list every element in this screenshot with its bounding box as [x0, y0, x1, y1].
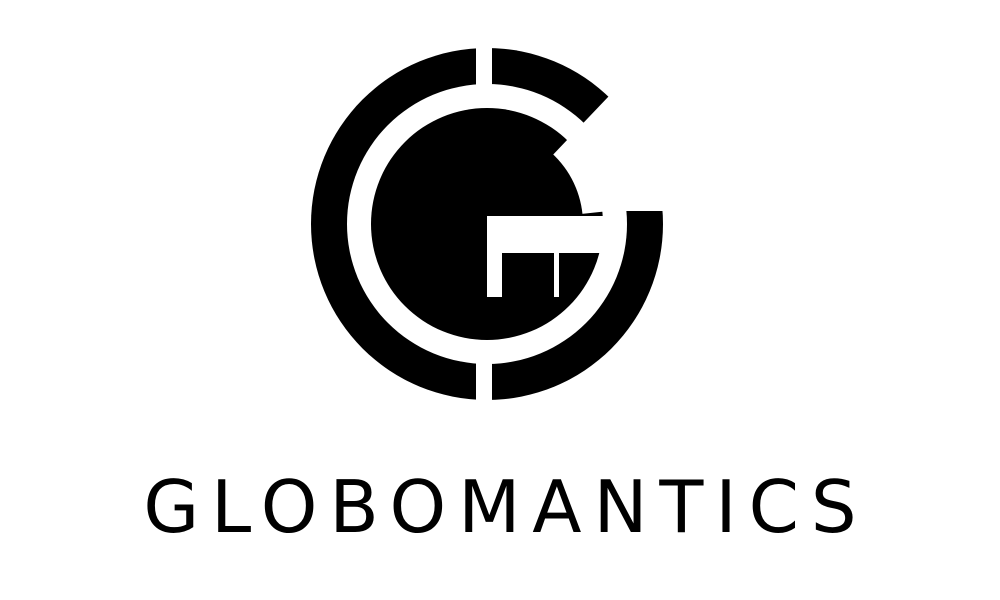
circle-g-logo-icon — [311, 48, 663, 400]
brand-wordmark: GLOBOMANTICS — [143, 465, 869, 549]
